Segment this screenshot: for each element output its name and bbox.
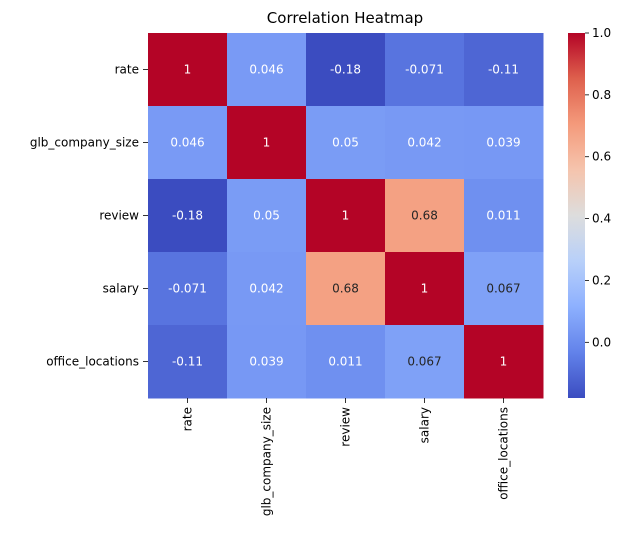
y-tick-label: glb_company_size — [30, 136, 139, 150]
heatmap-cell — [306, 252, 386, 326]
cell-value-label: 0.68 — [332, 282, 359, 296]
cell-value-label: 0.68 — [411, 209, 438, 223]
cell-value-label: 0.011 — [328, 355, 362, 369]
heatmap-cell — [148, 252, 228, 326]
cell-value-label: -0.071 — [168, 282, 207, 296]
cell-value-label: 0.039 — [486, 136, 520, 150]
heatmap-cell — [227, 179, 307, 253]
cell-value-label: 1 — [263, 136, 271, 150]
heatmap-cell — [306, 179, 386, 253]
cell-value-label: 0.067 — [407, 355, 441, 369]
heatmap-cell — [464, 106, 544, 180]
cell-value-label: 1 — [421, 282, 429, 296]
cell-value-label: 1 — [184, 63, 192, 77]
cell-value-label: -0.18 — [172, 209, 203, 223]
heatmap-cell — [464, 179, 544, 253]
heatmap-cell — [148, 33, 228, 107]
cell-value-label: 0.046 — [249, 63, 283, 77]
cell-value-label: 1 — [342, 209, 350, 223]
cell-value-label: 0.05 — [332, 136, 359, 150]
x-tick-label: office_locations — [497, 407, 511, 500]
y-tick-label: rate — [115, 63, 139, 77]
cell-value-label: 0.039 — [249, 355, 283, 369]
colorbar-tick-label: 0.8 — [592, 88, 611, 102]
heatmap-cell — [385, 179, 465, 253]
x-tick-label: salary — [418, 407, 432, 443]
cell-value-label: -0.18 — [330, 63, 361, 77]
y-tick-label: review — [99, 209, 139, 223]
cell-value-label: -0.11 — [172, 355, 203, 369]
heatmap-cell — [148, 179, 228, 253]
cell-value-label: 0.067 — [486, 282, 520, 296]
heatmap-cell — [385, 106, 465, 180]
x-tick-labels: rate glb_company_size review salary office_l… — [181, 398, 511, 516]
colorbar-tick-label: 0.0 — [592, 335, 611, 349]
heatmap-cell — [464, 252, 544, 326]
colorbar-tick-label: 0.4 — [592, 212, 611, 226]
cell-value-label: 1 — [500, 355, 508, 369]
heatmap-cells: 1 0.046 -0.18 -0.071 -0.11 0.046 1 0.05 0.042 0.0… — [148, 33, 544, 399]
cell-value-label: 0.05 — [253, 209, 280, 223]
heatmap-cell — [227, 252, 307, 326]
cell-value-label: 0.046 — [170, 136, 204, 150]
x-tick-label: rate — [181, 407, 195, 431]
heatmap-cell — [227, 106, 307, 180]
heatmap-cell — [148, 325, 228, 399]
cell-value-label: -0.071 — [405, 63, 444, 77]
heatmap-cell — [385, 33, 465, 107]
cell-value-label: 0.011 — [486, 209, 520, 223]
colorbar-gradient — [568, 33, 585, 398]
colorbar-tick-label: 0.2 — [592, 273, 611, 287]
cell-value-label: -0.11 — [488, 63, 519, 77]
heatmap-cell — [464, 33, 544, 107]
heatmap-cell — [464, 325, 544, 399]
y-tick-label: salary — [103, 282, 139, 296]
colorbar: 0.0 0.2 0.4 0.6 0.8 1.0 — [568, 26, 611, 398]
heatmap-cell — [227, 33, 307, 107]
heatmap-cell — [306, 325, 386, 399]
cell-value-label: 0.042 — [249, 282, 283, 296]
heatmap-cell — [227, 325, 307, 399]
heatmap-cell — [306, 33, 386, 107]
colorbar-tick-label: 0.6 — [592, 150, 611, 164]
heatmap-cell — [306, 106, 386, 180]
chart-title: Correlation Heatmap — [267, 9, 423, 27]
heatmap-cell — [385, 325, 465, 399]
heatmap-cell — [148, 106, 228, 180]
y-tick-label: office_locations — [46, 355, 139, 369]
x-tick-label: glb_company_size — [260, 407, 274, 516]
heatmap-cell — [385, 252, 465, 326]
colorbar-tick-label: 1.0 — [592, 26, 611, 40]
cell-value-label: 0.042 — [407, 136, 441, 150]
x-tick-label: review — [339, 407, 353, 447]
